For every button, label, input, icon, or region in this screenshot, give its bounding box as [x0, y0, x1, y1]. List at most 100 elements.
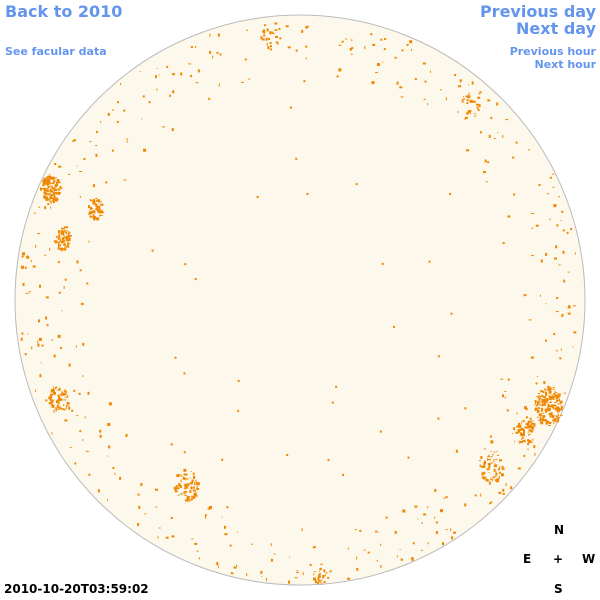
feature-speck: [90, 199, 92, 202]
feature-speck: [531, 430, 534, 432]
feature-speck: [65, 230, 67, 234]
feature-speck: [557, 413, 559, 417]
feature-speck: [490, 116, 493, 119]
feature-speck: [289, 106, 292, 109]
feature-speck: [531, 422, 533, 424]
feature-speck: [68, 363, 71, 367]
feature-speck: [536, 376, 538, 378]
feature-speck: [458, 85, 461, 88]
feature-speck: [53, 176, 55, 180]
feature-speck: [537, 393, 540, 394]
feature-speck: [555, 396, 558, 400]
feature-speck: [394, 530, 397, 534]
feature-speck: [495, 458, 498, 460]
back-to-year-link[interactable]: Back to 2010: [5, 2, 123, 21]
feature-speck: [532, 438, 534, 441]
feature-speck: [548, 407, 551, 410]
feature-speck: [91, 207, 94, 209]
facular-data-link[interactable]: See facular data: [5, 45, 107, 58]
feature-speck: [55, 198, 59, 200]
feature-speck: [195, 479, 197, 482]
feature-speck: [445, 529, 448, 531]
feature-speck: [383, 48, 386, 51]
feature-speck: [455, 449, 458, 453]
feature-speck: [557, 393, 561, 397]
feature-speck: [315, 580, 317, 584]
feature-speck: [528, 420, 532, 423]
feature-speck: [180, 72, 183, 76]
feature-speck: [491, 501, 493, 504]
feature-speck: [52, 201, 55, 204]
feature-speck: [553, 333, 556, 336]
feature-speck: [529, 425, 532, 429]
feature-speck: [97, 211, 100, 214]
feature-speck: [329, 570, 332, 573]
next-day-link[interactable]: Next day: [516, 19, 596, 38]
feature-speck: [464, 407, 467, 410]
feature-speck: [550, 396, 554, 399]
feature-speck: [463, 98, 465, 101]
feature-speck: [170, 517, 173, 519]
feature-speck: [490, 440, 494, 444]
feature-speck: [266, 28, 269, 32]
feature-speck: [65, 390, 68, 393]
feature-speck: [61, 228, 63, 232]
feature-speck: [218, 83, 220, 87]
feature-speck: [50, 188, 52, 191]
feature-speck: [143, 148, 147, 152]
feature-speck: [545, 339, 547, 342]
feature-speck: [536, 401, 539, 405]
feature-speck: [58, 406, 61, 409]
feature-speck: [488, 481, 491, 485]
feature-speck: [51, 432, 53, 435]
feature-speck: [192, 489, 196, 492]
feature-speck: [189, 477, 191, 479]
feature-speck: [484, 460, 486, 464]
feature-speck: [261, 36, 262, 38]
feature-speck: [219, 53, 222, 56]
feature-speck: [54, 198, 58, 202]
feature-speck: [50, 185, 53, 188]
feature-speck: [487, 458, 491, 460]
feature-speck: [478, 104, 481, 108]
feature-speck: [21, 255, 24, 258]
feature-speck: [21, 332, 24, 335]
feature-speck: [557, 403, 561, 405]
feature-speck: [46, 324, 49, 327]
feature-speck: [551, 413, 553, 416]
feature-speck: [106, 499, 108, 502]
feature-speck: [65, 239, 68, 242]
previous-hour-link[interactable]: Previous hour: [509, 45, 596, 58]
feature-speck: [517, 430, 521, 433]
feature-speck: [335, 385, 338, 388]
feature-speck: [573, 331, 577, 334]
feature-speck: [183, 473, 186, 476]
feature-speck: [538, 419, 541, 422]
feature-speck: [97, 199, 101, 202]
feature-speck: [46, 188, 49, 189]
feature-speck: [64, 246, 68, 248]
feature-speck: [466, 102, 469, 105]
feature-speck: [277, 41, 279, 45]
previous-day-link[interactable]: Previous day: [479, 2, 596, 21]
next-hour-link[interactable]: Next hour: [534, 58, 597, 71]
feature-speck: [376, 559, 378, 562]
feature-speck: [79, 430, 82, 433]
feature-speck: [400, 558, 402, 561]
feature-speck: [183, 477, 186, 481]
feature-speck: [224, 533, 228, 536]
feature-speck: [528, 434, 531, 436]
feature-speck: [59, 247, 63, 251]
feature-speck: [572, 346, 574, 348]
feature-speck: [505, 483, 507, 486]
feature-speck: [88, 240, 90, 243]
feature-speck: [463, 96, 465, 98]
feature-speck: [384, 38, 387, 40]
compass-north: N: [554, 523, 565, 537]
feature-speck: [541, 407, 544, 411]
feature-speck: [43, 177, 47, 181]
feature-speck: [119, 476, 122, 480]
feature-speck: [477, 107, 479, 109]
feature-speck: [269, 42, 272, 44]
feature-speck: [205, 515, 206, 519]
